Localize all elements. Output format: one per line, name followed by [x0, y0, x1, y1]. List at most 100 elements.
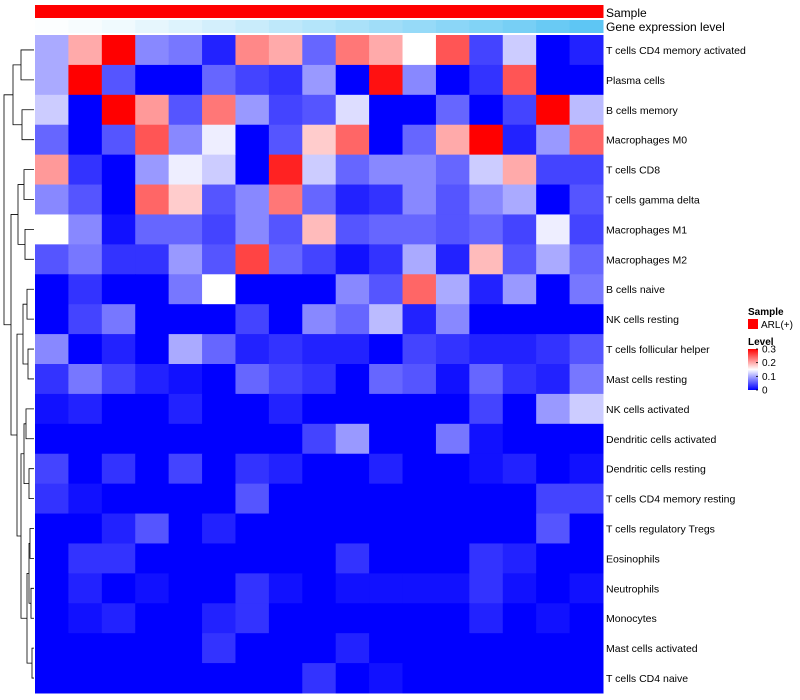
heatmap-cell [35, 483, 69, 515]
heatmap-cell [335, 124, 370, 156]
heatmap-cell [435, 154, 470, 186]
heatmap-cell [302, 124, 337, 156]
heatmap-cell [469, 334, 504, 365]
heatmap-cell [168, 94, 203, 126]
heatmap-cell [168, 483, 203, 515]
heatmap-cell [268, 94, 303, 126]
heatmap-cell [101, 334, 136, 365]
heatmap-cell [101, 453, 136, 485]
heatmap-cell [68, 274, 103, 305]
heatmap-cell [235, 483, 270, 515]
heatmap-cell [268, 573, 303, 604]
gene-expression-annotation-cell [335, 20, 370, 33]
heatmap-cell [502, 543, 537, 574]
heatmap-cell [569, 154, 604, 186]
heatmap-cell [536, 483, 571, 515]
heatmap-cell [502, 35, 537, 66]
heatmap-cell [502, 603, 537, 634]
heatmap-cell [536, 663, 571, 694]
heatmap-cell [235, 543, 270, 574]
heatmap-cell [68, 334, 103, 365]
heatmap-cell [369, 244, 404, 275]
heatmap-cell [168, 513, 203, 544]
heatmap-cell [302, 334, 337, 365]
heatmap-cell [168, 274, 203, 305]
heatmap-cell [101, 304, 136, 335]
heatmap-cell [68, 244, 103, 275]
heatmap-cell [202, 244, 236, 275]
heatmap-cell [101, 483, 136, 515]
row-label: Mast cells activated [606, 643, 698, 655]
heatmap-cell [502, 274, 537, 305]
heatmap-cell [35, 393, 69, 425]
heatmap-cell [469, 244, 504, 275]
heatmap-cell [569, 364, 604, 395]
heatmap-cell [235, 423, 270, 455]
heatmap-cell [101, 633, 136, 664]
heatmap-cell [469, 603, 504, 634]
heatmap-cell [435, 94, 470, 126]
heatmap-cell [135, 274, 170, 305]
heatmap-cell [101, 543, 136, 574]
heatmap-cell [469, 214, 504, 245]
heatmap-cell [369, 453, 404, 485]
heatmap-cell [168, 64, 203, 96]
heatmap-cell [68, 35, 103, 66]
heatmap-cell [335, 633, 370, 664]
heatmap-cell [202, 633, 236, 664]
heatmap-cell [369, 154, 404, 186]
heatmap-cell [302, 483, 337, 515]
heatmap-cell [402, 274, 437, 305]
gene-expression-annotation-cell [569, 20, 604, 33]
row-label: T cells regulatory Tregs [606, 524, 715, 536]
heatmap-cell [35, 603, 69, 634]
heatmap-cell [536, 94, 571, 126]
heatmap-cell [202, 304, 236, 335]
heatmap-cell [335, 364, 370, 395]
heatmap-cell [302, 513, 337, 544]
heatmap-cell [268, 64, 303, 96]
heatmap-cell [402, 453, 437, 485]
dendrogram-branch [3, 94, 13, 326]
heatmap-cell [435, 483, 470, 515]
heatmap-cell [435, 633, 470, 664]
heatmap-cell [369, 364, 404, 395]
heatmap-cell [335, 453, 370, 485]
heatmap-cell [569, 543, 604, 574]
legend-sample-swatch [748, 319, 758, 329]
annotation-label-gene-expression: Gene expression level [606, 20, 725, 34]
heatmap-cell [68, 543, 103, 574]
heatmap-cell [369, 663, 404, 694]
row-label: Plasma cells [606, 75, 665, 87]
heatmap-cell [435, 423, 470, 455]
row-label: T cells gamma delta [606, 195, 700, 207]
sample-annotation-cell [335, 5, 370, 18]
heatmap-cell [435, 393, 470, 425]
heatmap-cell [68, 64, 103, 96]
heatmap-cell [369, 603, 404, 634]
heatmap-cell [235, 154, 270, 186]
heatmap-cell [168, 453, 203, 485]
heatmap-cell [268, 663, 303, 694]
heatmap-cell [135, 94, 170, 126]
heatmap-cell [502, 64, 537, 96]
heatmap-cell [569, 64, 604, 96]
heatmap-cell [268, 124, 303, 156]
heatmap-cell [101, 214, 136, 245]
dendrogram-branch [25, 408, 34, 440]
heatmap-cell [235, 513, 270, 544]
heatmap-cell [435, 334, 470, 365]
row-label: Dendritic cells resting [606, 464, 706, 476]
heatmap-cell [35, 94, 69, 126]
heatmap-cell [402, 35, 437, 66]
heatmap-cell [469, 94, 504, 126]
heatmap-cell [35, 334, 69, 365]
heatmap-cell [168, 214, 203, 245]
heatmap-cell [369, 304, 404, 335]
heatmap-cell [135, 663, 170, 694]
heatmap-cell [435, 663, 470, 694]
heatmap-cell [402, 64, 437, 96]
heatmap-cell [202, 274, 236, 305]
heatmap-cell [536, 513, 571, 544]
